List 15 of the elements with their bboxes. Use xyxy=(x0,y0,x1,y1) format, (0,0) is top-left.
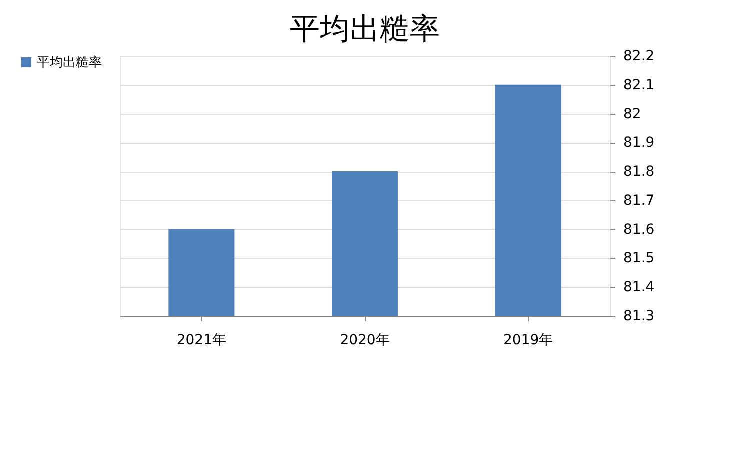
y-tick-label: 81.4 xyxy=(624,280,655,296)
y-tick-label: 82 xyxy=(624,106,642,122)
y-tick-label: 81.8 xyxy=(624,164,655,180)
chart-title: 平均出糙率 xyxy=(290,12,440,47)
x-tick-label: 2021年 xyxy=(176,332,226,348)
y-tick-label: 81.5 xyxy=(624,250,655,267)
x-tick-label: 2019年 xyxy=(504,332,554,348)
x-tick-label: 2020年 xyxy=(340,332,390,348)
y-tick-label: 81.9 xyxy=(624,135,655,152)
y-tick-label: 81.6 xyxy=(624,222,655,238)
y-tick-label: 82.2 xyxy=(624,48,655,64)
y-tick-label: 82.1 xyxy=(624,77,655,94)
y-tick-label: 81.7 xyxy=(624,192,655,209)
legend-label: 平均出糙率 xyxy=(37,54,102,70)
y-tick-label: 81.3 xyxy=(624,308,655,324)
